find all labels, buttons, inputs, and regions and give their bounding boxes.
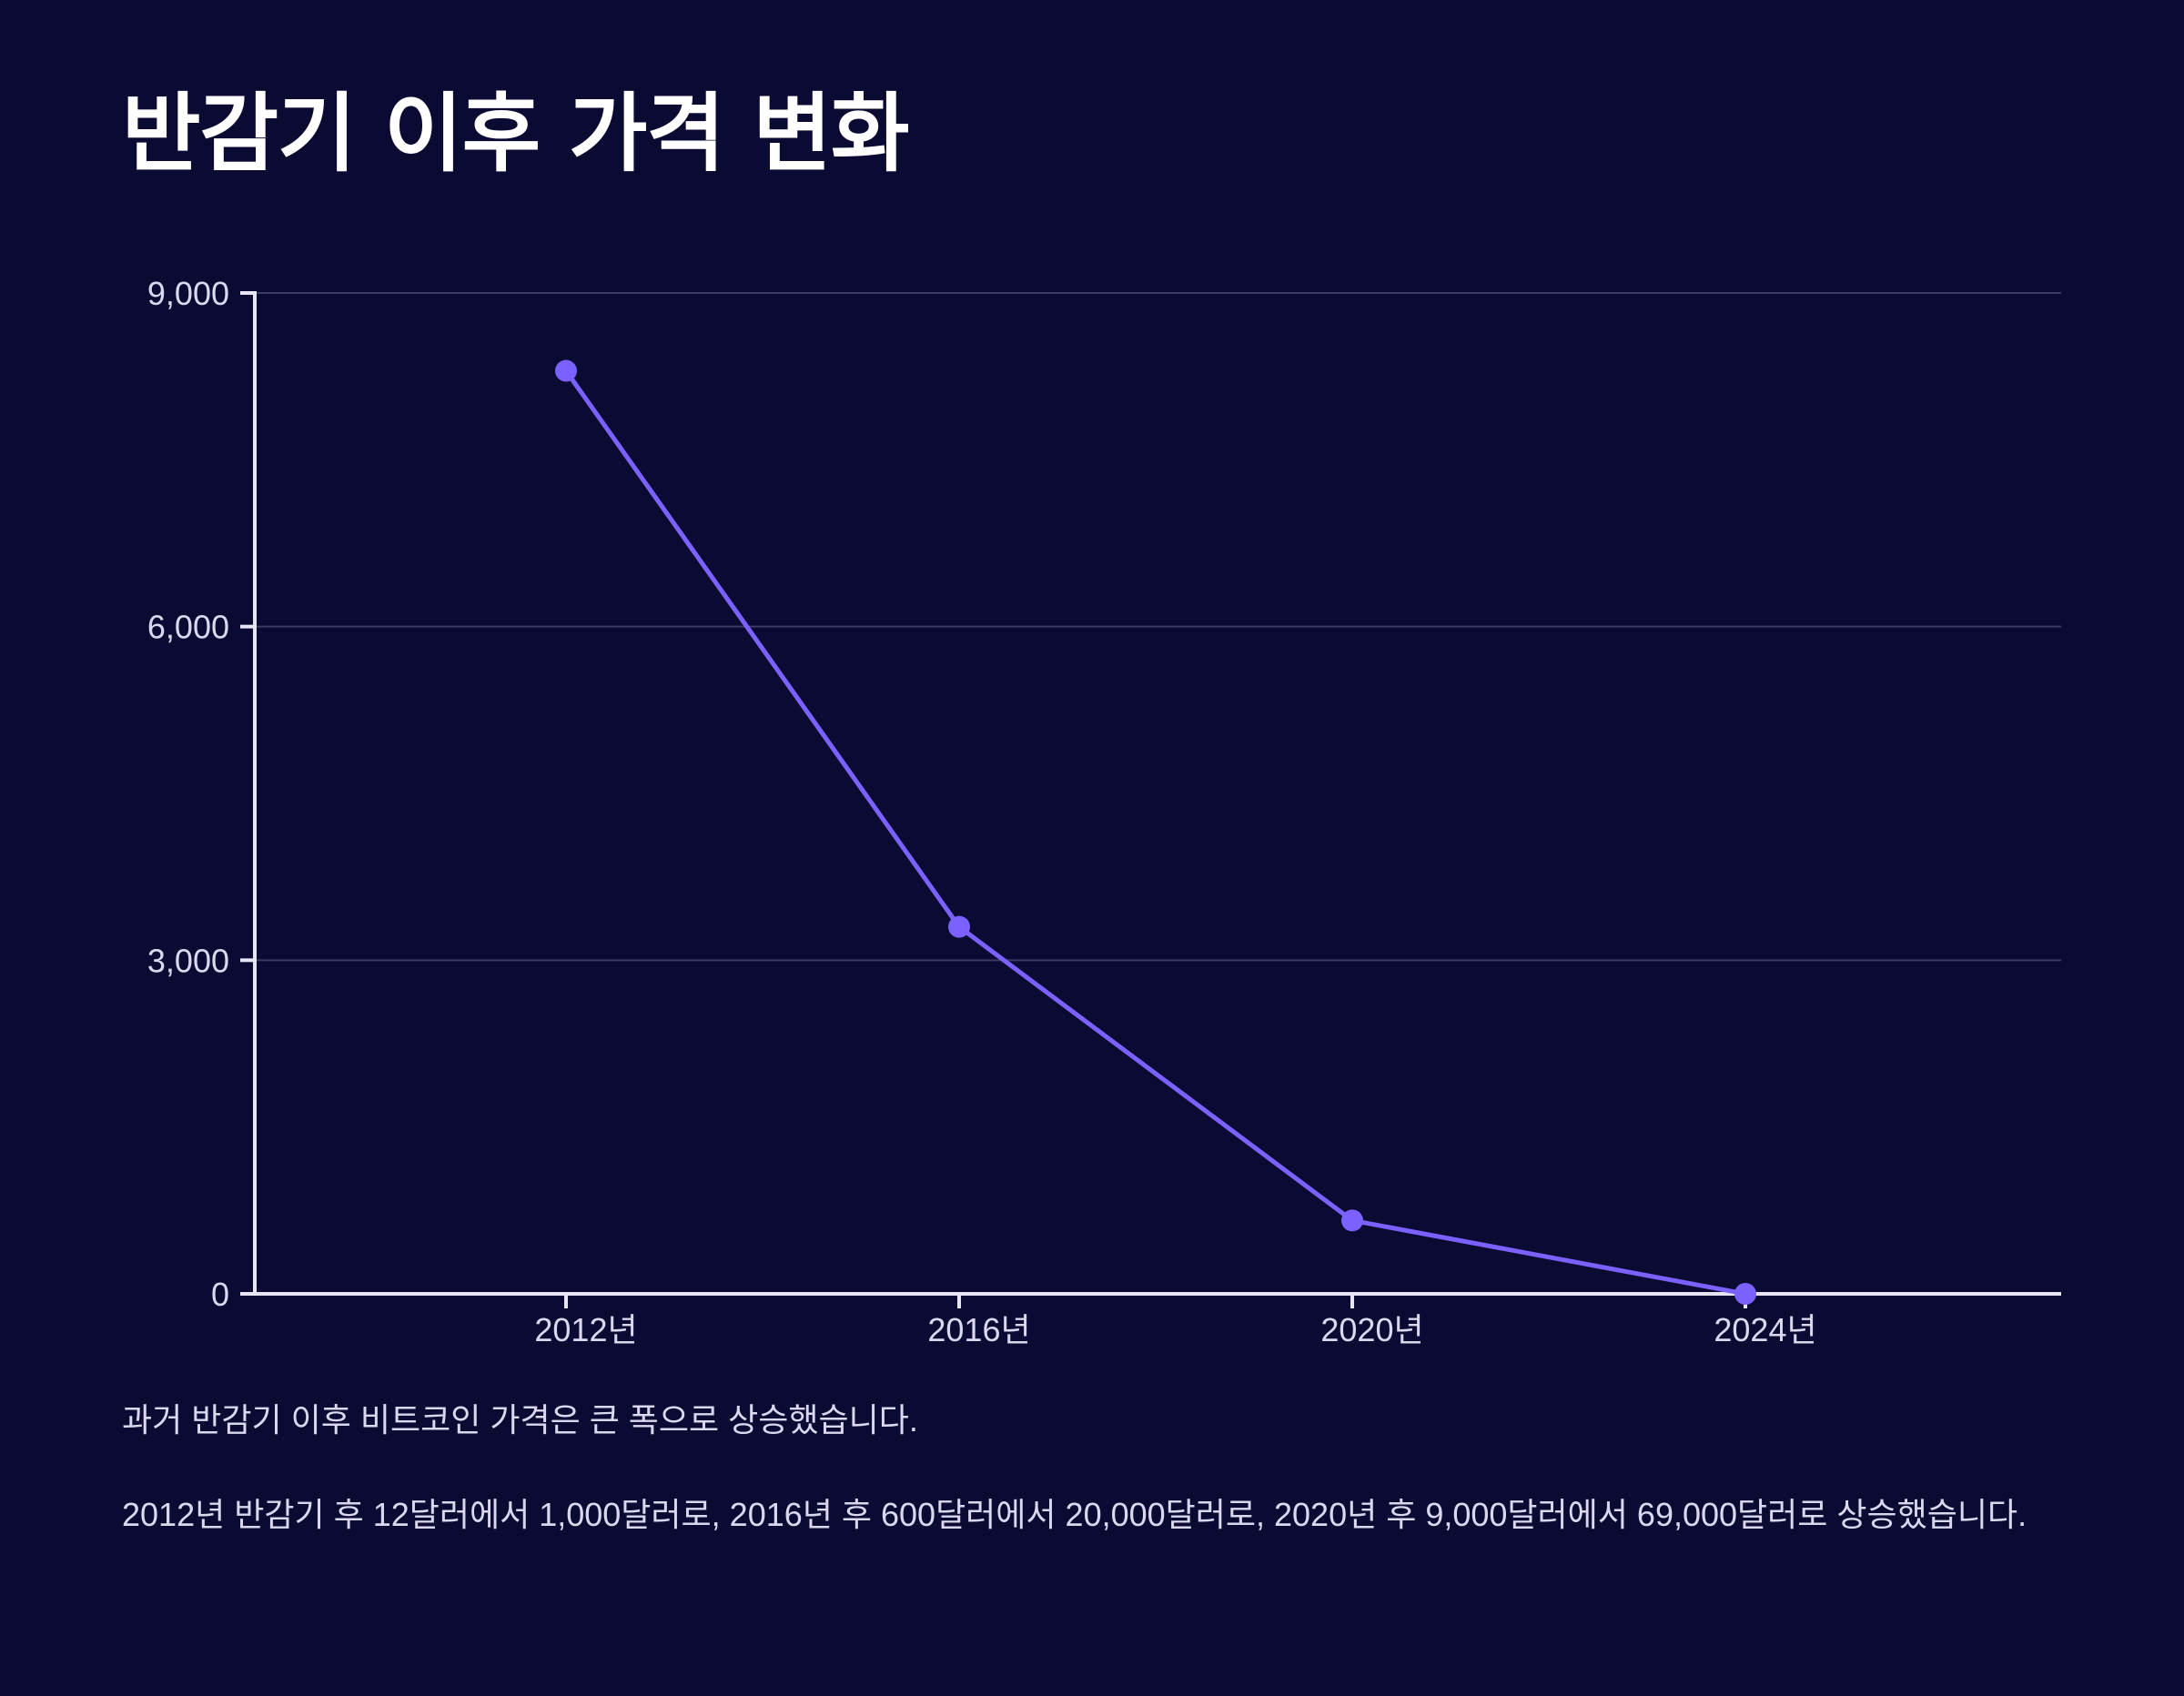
- data-point: [555, 359, 577, 382]
- series-line: [563, 368, 1748, 1297]
- x-tick-label: 2024년: [1714, 1311, 1816, 1348]
- y-tick-label: 0: [211, 1276, 229, 1313]
- x-tick-label: 2020년: [1320, 1311, 1423, 1348]
- x-tick-label: 2012년: [534, 1311, 637, 1348]
- summary-note: 과거 반감기 이후 비트코인 가격은 큰 폭으로 상승했습니다.: [122, 1401, 918, 1439]
- chart-title: 반감기 이후 가격 변화: [122, 85, 909, 184]
- y-tick-label: 6,000: [147, 609, 229, 646]
- grid-lines: [255, 292, 2061, 962]
- chart-svg: 0 3,000 6,000 9,000 2012년 2016년 2020년 2024년: [147, 275, 2061, 1348]
- x-tick-label: 2016년: [927, 1311, 1030, 1348]
- tick-labels: 0 3,000 6,000 9,000 2012년 2016년 2020년 2024년: [147, 275, 1817, 1348]
- data-point: [1341, 1209, 1363, 1232]
- data-point: [948, 915, 970, 938]
- detail-note: 2012년 반감기 후 12달러에서 1,000달러로, 2016년 후 600…: [122, 1496, 2027, 1533]
- series: [555, 359, 1756, 1305]
- y-tick-label: 9,000: [147, 275, 229, 312]
- y-tick-label: 3,000: [147, 942, 229, 979]
- data-point: [1734, 1283, 1756, 1305]
- axes: [240, 291, 2061, 1308]
- line-chart: 0 3,000 6,000 9,000 2012년 2016년 2020년 2024년: [147, 275, 2061, 1348]
